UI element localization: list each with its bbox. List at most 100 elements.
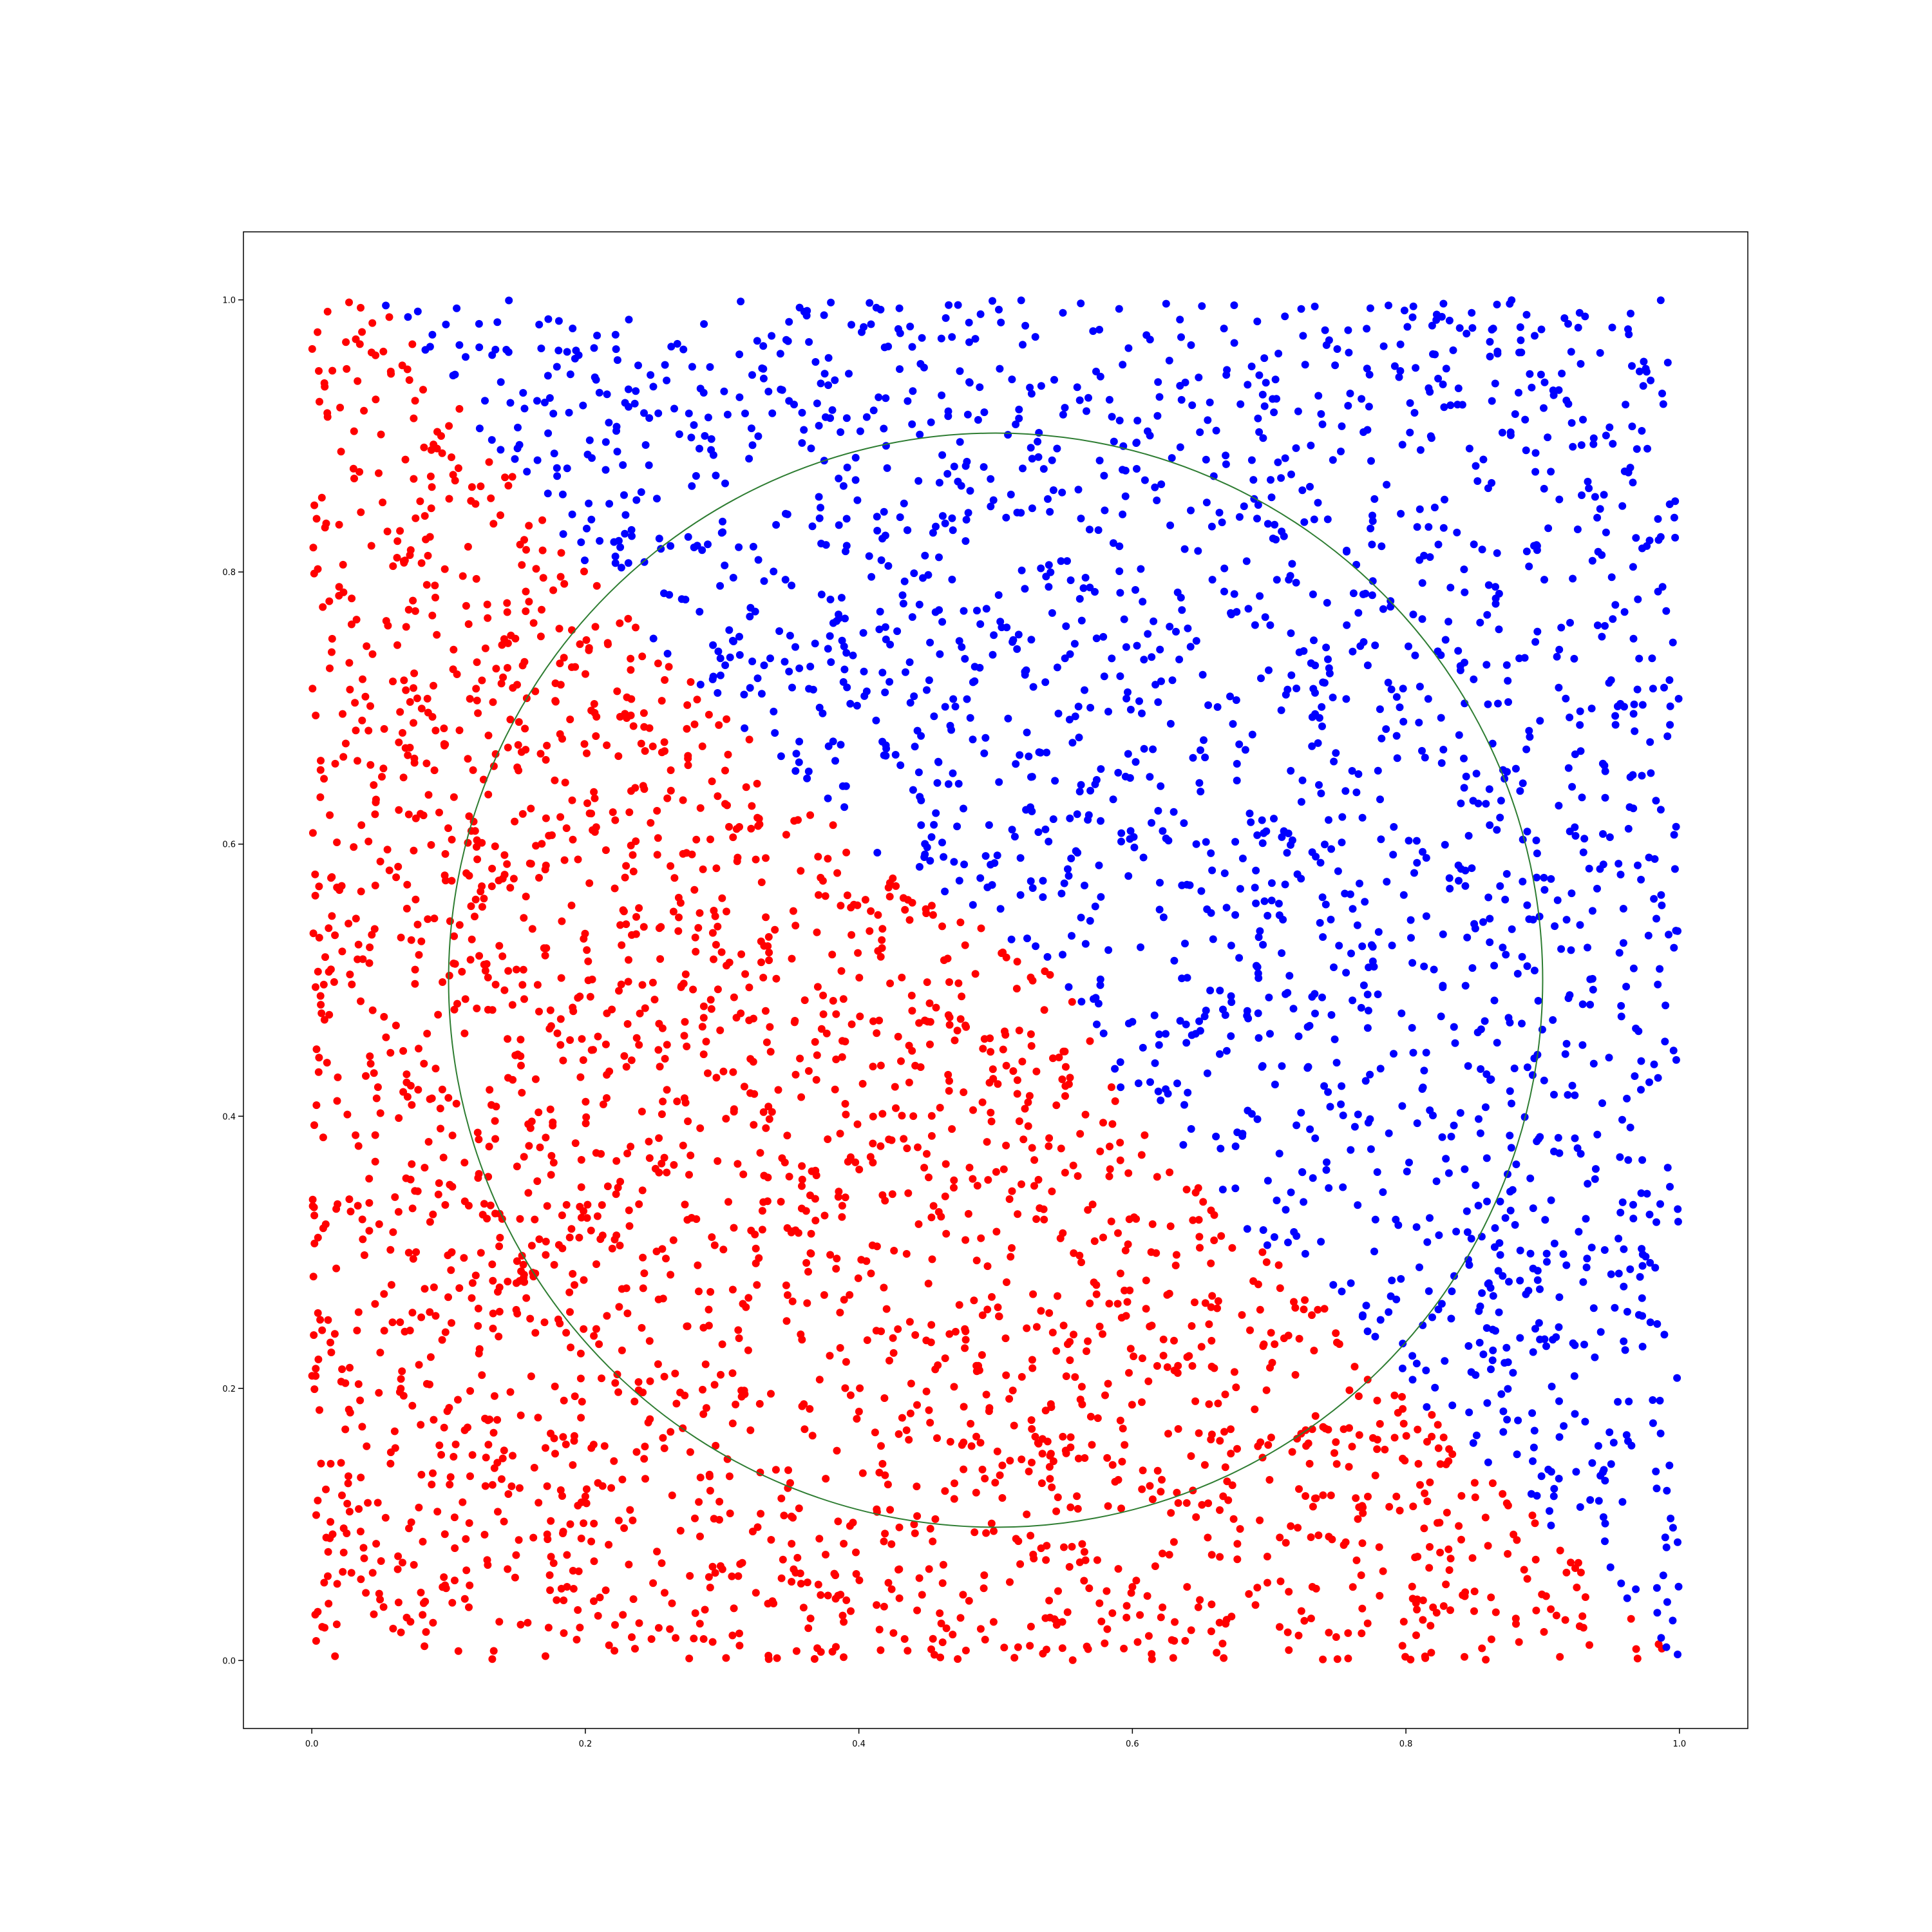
red-point	[1259, 1342, 1267, 1350]
blue-point	[770, 707, 778, 715]
blue-point	[1441, 495, 1448, 504]
red-point	[495, 1242, 504, 1251]
red-point	[995, 1312, 1003, 1320]
red-point	[904, 1647, 912, 1655]
red-point	[1423, 1437, 1431, 1446]
red-point	[705, 1573, 713, 1581]
blue-point	[1222, 460, 1230, 468]
red-point	[629, 1595, 638, 1604]
blue-point	[1672, 927, 1680, 935]
red-point	[1345, 1386, 1354, 1394]
red-point	[820, 1211, 829, 1220]
red-point	[1414, 1553, 1422, 1561]
red-point	[1205, 1320, 1213, 1329]
red-point	[426, 1353, 435, 1361]
red-point	[1627, 1615, 1635, 1623]
blue-point	[1155, 905, 1164, 914]
red-point	[753, 1523, 762, 1531]
red-point	[685, 1654, 694, 1663]
blue-point	[989, 297, 996, 305]
blue-point	[1015, 405, 1023, 413]
red-point	[1041, 1406, 1050, 1415]
blue-point	[1411, 651, 1419, 659]
blue-point	[1399, 891, 1408, 899]
red-point	[1254, 1442, 1262, 1450]
red-point	[392, 873, 401, 882]
blue-point	[1427, 434, 1435, 442]
blue-point	[777, 752, 785, 761]
red-point	[660, 738, 668, 746]
red-point	[424, 915, 432, 923]
blue-point	[667, 542, 675, 550]
red-point	[914, 1220, 923, 1228]
blue-point	[1176, 1017, 1184, 1025]
blue-point	[1077, 913, 1085, 922]
red-point	[387, 1281, 395, 1289]
red-point	[525, 522, 533, 530]
blue-point	[1420, 962, 1428, 971]
blue-point	[1445, 874, 1454, 882]
blue-point	[791, 643, 799, 651]
red-point	[580, 740, 589, 748]
red-point	[932, 1003, 940, 1012]
red-point	[402, 686, 410, 694]
blue-point	[815, 493, 823, 501]
blue-point	[745, 455, 753, 463]
red-point	[444, 1293, 452, 1302]
blue-point	[1505, 1278, 1513, 1286]
blue-point	[1108, 654, 1116, 663]
red-point	[375, 1589, 383, 1598]
red-point	[898, 1112, 906, 1120]
red-point	[807, 1229, 815, 1238]
red-point	[814, 853, 822, 861]
blue-point	[1318, 722, 1326, 730]
red-point	[990, 1527, 998, 1535]
red-point	[658, 1559, 666, 1567]
blue-point	[1409, 302, 1417, 310]
red-point	[368, 931, 376, 939]
red-point	[1121, 1441, 1129, 1449]
blue-point	[1422, 1048, 1430, 1057]
red-point	[433, 630, 441, 639]
red-point	[895, 1565, 904, 1573]
blue-point	[660, 589, 668, 598]
blue-point	[1338, 1287, 1346, 1296]
red-point	[1093, 1556, 1101, 1564]
blue-point	[553, 464, 561, 472]
red-point	[328, 366, 337, 375]
blue-point	[1588, 1459, 1596, 1467]
red-point	[687, 678, 695, 686]
blue-point	[1173, 588, 1182, 596]
blue-point	[1338, 422, 1346, 430]
red-point	[729, 833, 737, 842]
red-point	[466, 1387, 475, 1395]
red-point	[1233, 1555, 1242, 1564]
red-point	[1113, 1300, 1122, 1308]
blue-point	[921, 850, 929, 858]
blue-point	[716, 654, 724, 663]
red-point	[632, 1448, 641, 1456]
red-point	[701, 1360, 710, 1368]
red-point	[690, 720, 699, 728]
red-point	[1066, 1433, 1075, 1441]
red-point	[352, 1131, 360, 1139]
red-point	[1066, 1356, 1074, 1365]
red-point	[692, 835, 701, 844]
blue-point	[1183, 880, 1191, 889]
blue-point	[1318, 703, 1326, 711]
red-point	[706, 835, 714, 844]
red-point	[1187, 1452, 1195, 1460]
blue-point	[872, 716, 880, 724]
blue-point	[1421, 753, 1429, 762]
blue-point	[1222, 371, 1231, 379]
red-point	[448, 1319, 455, 1327]
red-point	[489, 1647, 498, 1655]
red-point	[836, 1344, 844, 1352]
blue-point	[1555, 386, 1563, 394]
red-point	[1027, 1622, 1035, 1631]
blue-point	[1429, 350, 1437, 358]
red-point	[1096, 1147, 1104, 1155]
red-point	[483, 600, 491, 609]
blue-point	[1292, 444, 1300, 452]
blue-point	[1007, 490, 1015, 498]
